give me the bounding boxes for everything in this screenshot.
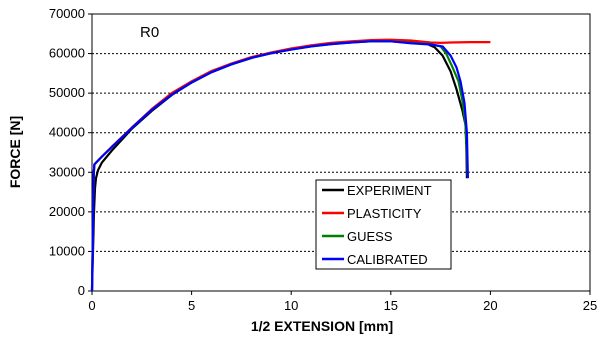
series-line-calibrated — [90, 40, 469, 292]
x-tick-label: 20 — [483, 298, 497, 313]
y-tick-label: 70000 — [49, 6, 85, 21]
y-tick-label: 50000 — [49, 85, 85, 100]
y-tick-label: 0 — [78, 283, 85, 298]
x-tick-label: 10 — [284, 298, 298, 313]
chart-annotation: R0 — [140, 24, 159, 41]
y-tick-label: 40000 — [49, 125, 85, 140]
plot-area — [91, 13, 591, 292]
legend-label-calibrated: CALIBRATED — [347, 252, 428, 267]
legend-box — [315, 179, 452, 270]
y-tick-label: 20000 — [49, 204, 85, 219]
x-axis-title: 1/2 EXTENSION [mm] — [251, 318, 393, 334]
x-tick-label: 25 — [583, 298, 597, 313]
y-axis-title: FORCE [N] — [7, 116, 23, 188]
y-axis: 0 10000 20000 30000 40000 50000 60000 70000 — [49, 6, 92, 298]
x-tick-label: 5 — [188, 298, 195, 313]
y-tick-label: 60000 — [49, 46, 85, 61]
legend-label-guess: GUESS — [347, 229, 393, 244]
legend-label-experiment: EXPERIMENT — [347, 183, 432, 198]
x-axis: 0 5 10 15 20 25 — [88, 291, 597, 313]
y-tick-label: 10000 — [49, 243, 85, 258]
legend-label-plasticity: PLASTICITY — [347, 206, 422, 221]
x-tick-label: 15 — [384, 298, 398, 313]
x-tick-label: 0 — [88, 298, 95, 313]
legend: EXPERIMENT PLASTICITY GUESS CALIBRATED — [315, 179, 452, 270]
y-tick-label: 30000 — [49, 164, 85, 179]
series-lines — [90, 38, 491, 292]
